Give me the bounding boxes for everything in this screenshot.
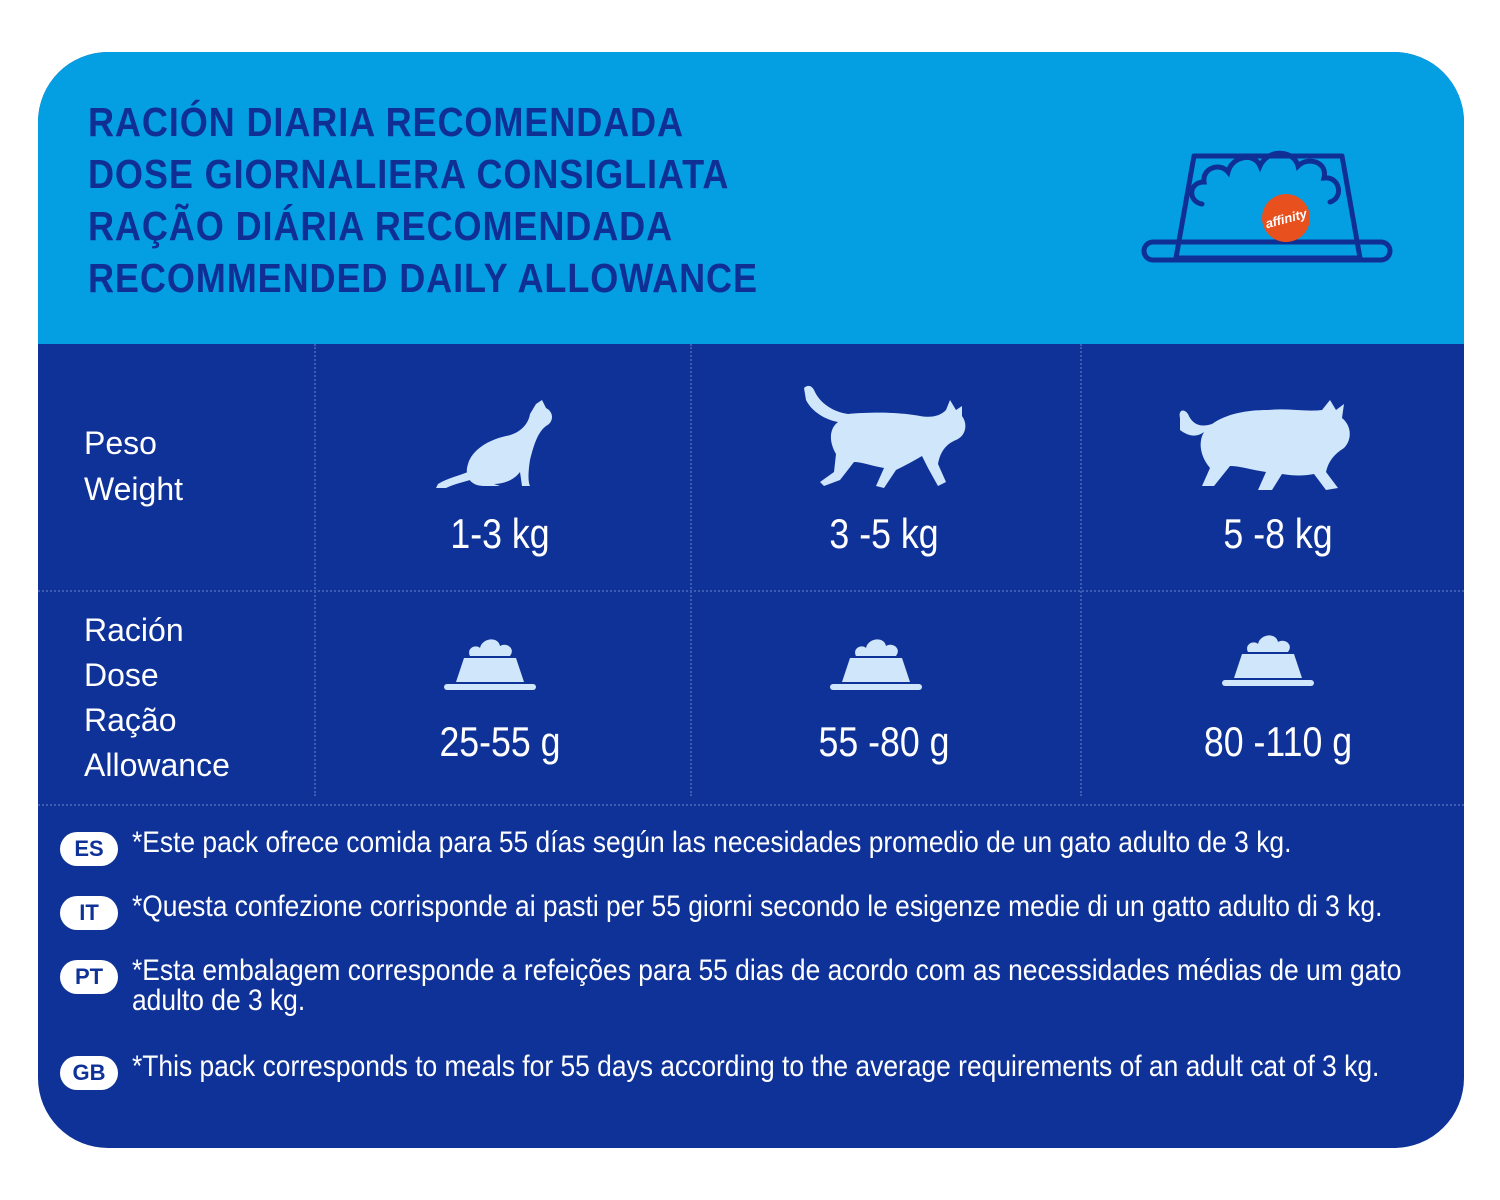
note-gb: GB *This pack corresponds to meals for 5… <box>60 1052 1464 1090</box>
walking-cat-icon <box>804 385 966 488</box>
note-text: *Esta embalagem corresponde a refeições … <box>132 954 1402 1017</box>
grid-divider <box>1080 344 1082 796</box>
food-bowl-icon <box>1222 635 1314 686</box>
ration-label-pt: Ração <box>84 702 177 738</box>
note-it: IT *Questa confezione corrisponde ai pas… <box>60 892 1464 930</box>
note-pt: PT *Esta embalagem corresponde a refeiçõ… <box>60 956 1464 1016</box>
title-en: RECOMMENDED DAILY ALLOWANCE <box>88 255 758 301</box>
ration-label-it: Dose <box>84 657 159 693</box>
grid-divider <box>38 804 1464 806</box>
title-es: RACIÓN DIARIA RECOMENDADA <box>88 99 684 145</box>
note-es: ES *Este pack ofrece comida para 55 días… <box>60 828 1464 866</box>
ration-value: 80 -110 g <box>1203 718 1353 765</box>
language-badge: ES <box>60 832 118 866</box>
note-text: *This pack corresponds to meals for 55 d… <box>132 1050 1380 1083</box>
sitting-cat-icon <box>436 400 552 488</box>
weight-row-label: Peso Weight <box>84 420 183 512</box>
fluffy-cat-icon <box>1179 400 1350 490</box>
weight-value: 1-3 kg <box>450 510 550 557</box>
grid-divider <box>38 590 1464 592</box>
food-bowl-icon: affinity <box>1141 150 1393 263</box>
note-text: *Este pack ofrece comida para 55 días se… <box>132 826 1292 859</box>
title-block: RACIÓN DIARIA RECOMENDADA DOSE GIORNALIE… <box>88 96 849 304</box>
header-panel: RACIÓN DIARIA RECOMENDADA DOSE GIORNALIE… <box>38 52 1464 344</box>
title-it: DOSE GIORNALIERA CONSIGLIATA <box>88 151 730 197</box>
weight-label-es: Peso <box>84 425 157 461</box>
ration-value: 55 -80 g <box>818 718 950 765</box>
weight-value: 5 -8 kg <box>1223 510 1333 557</box>
weight-label-en: Weight <box>84 471 184 507</box>
grid-divider <box>314 344 316 796</box>
ration-label-es: Ración <box>84 612 184 648</box>
note-text: *Questa confezione corrisponde ai pasti … <box>132 890 1383 923</box>
ration-value: 25-55 g <box>439 718 561 765</box>
grid-divider <box>690 344 692 796</box>
food-bowl-icon <box>444 639 536 690</box>
language-badge: PT <box>60 960 118 994</box>
language-badge: GB <box>60 1056 118 1090</box>
ration-card: RACIÓN DIARIA RECOMENDADA DOSE GIORNALIE… <box>38 52 1464 1148</box>
title-pt: RAÇÃO DIÁRIA RECOMENDADA <box>88 203 674 249</box>
food-bowl-icon <box>830 639 922 690</box>
language-badge: IT <box>60 896 118 930</box>
weight-value: 3 -5 kg <box>829 510 939 557</box>
ration-label-en: Allowance <box>84 747 230 783</box>
ration-row-label: Ración Dose Ração Allowance <box>84 608 230 788</box>
